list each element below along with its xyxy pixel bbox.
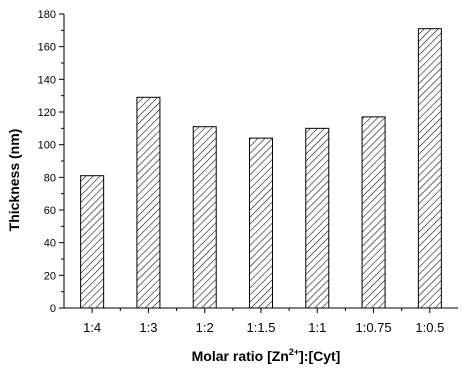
y-tick-label: 40 [44, 238, 56, 250]
y-tick-label: 0 [50, 303, 56, 315]
y-axis-title: Thickness (nm) [6, 129, 22, 232]
bar [417, 28, 442, 309]
y-tick-label: 160 [38, 42, 56, 54]
bar [192, 126, 217, 309]
y-ticks-group: 0 20 40 60 80 100 120 140 160 180 [38, 9, 64, 315]
bar [305, 127, 330, 309]
y-tick-label: 140 [38, 74, 56, 86]
bar [136, 96, 161, 309]
bar [80, 175, 105, 309]
y-tick-label: 100 [38, 140, 56, 152]
y-tick-label: 180 [38, 9, 56, 21]
x-tick-label: 1:2 [196, 320, 214, 335]
y-tick-label: 80 [44, 172, 56, 184]
y-tick-label: 20 [44, 270, 56, 282]
bars-group [80, 28, 442, 309]
x-axis-title: Molar ratio [Zn2+]:[Cyt] [192, 347, 341, 364]
bar [361, 116, 386, 309]
y-tick-label: 60 [44, 205, 56, 217]
x-axis-title-part-2: ]:[Cyt] [299, 348, 340, 364]
x-axis-title-superscript: 2+ [289, 347, 299, 357]
x-tick-label: 1:0.75 [355, 320, 391, 335]
x-tick-label: 1:1.5 [247, 320, 276, 335]
x-tick-label: 1:0.5 [415, 320, 444, 335]
bar [249, 137, 273, 309]
x-axis-title-part-1: Molar ratio [Zn [192, 348, 289, 364]
x-tick-label: 1:3 [139, 320, 157, 335]
x-tick-label: 1:4 [83, 320, 101, 335]
y-tick-label: 120 [38, 107, 56, 119]
x-ticks-group: 1:4 1:3 1:2 1:1.5 1:1 1:0.75 1:0.5 [83, 308, 444, 335]
x-tick-label: 1:1 [308, 320, 326, 335]
